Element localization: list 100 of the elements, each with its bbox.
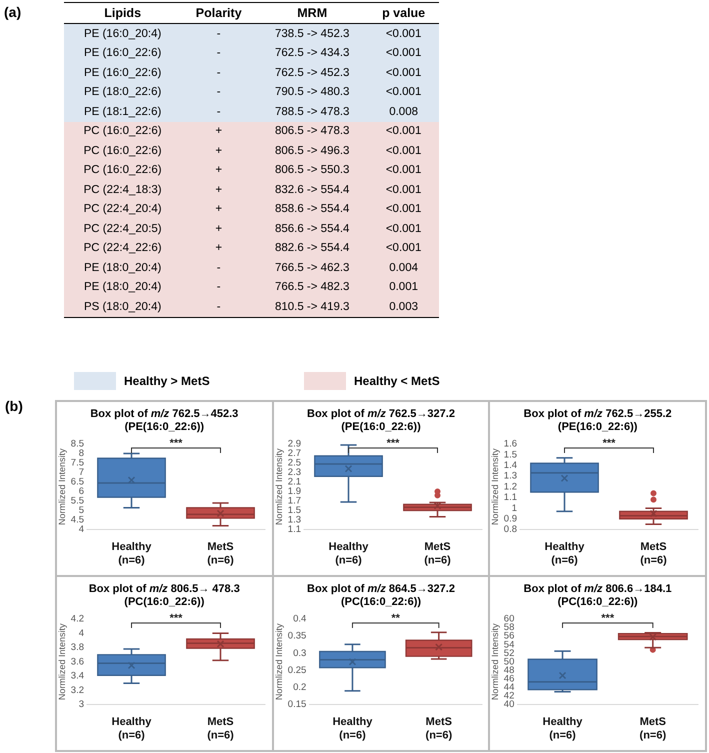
- text: PE (16:0_22:6): [82, 46, 162, 62]
- x-tick-label: MetS (n=6): [207, 541, 234, 566]
- text: PC (16:0_22:6): [82, 144, 163, 159]
- text: <0.001: [384, 124, 422, 140]
- text: -: [216, 46, 222, 62]
- text: 762.5 -> 452.3: [274, 66, 350, 81]
- annotation: ***: [602, 438, 616, 450]
- text: PE (16:0_20:4): [82, 26, 162, 42]
- category-label: Polarity: [181, 2, 256, 24]
- text: +: [214, 163, 224, 178]
- text: (a): [4, 4, 22, 20]
- y-tick-label: 2.3: [287, 467, 301, 478]
- x-tick-label: Healthy (n=6): [544, 541, 586, 566]
- y-tick-label: 5: [78, 505, 84, 516]
- y-tick-label: 3: [78, 699, 84, 710]
- y-tick-label: 8: [78, 448, 84, 460]
- text: 0.001: [388, 280, 419, 296]
- y-tick-label: 4.5: [70, 514, 84, 526]
- chart-subtitle: (PE(16:0_22:6)): [556, 421, 638, 434]
- text: PS (18:0_20:4): [64, 297, 182, 317]
- y-tick-label: 1.6: [504, 438, 518, 450]
- text: PC (16:0_22:6): [82, 124, 163, 140]
- text: 738.5 -> 452.3: [274, 26, 350, 42]
- text: +: [214, 124, 224, 140]
- y-tick-label: 1.9: [287, 486, 301, 498]
- text: <0.001: [384, 66, 422, 81]
- chart-subtitle: (PC(16:0_22:6)): [556, 596, 639, 609]
- text: -: [216, 26, 222, 42]
- text: 806.5 -> 550.3: [274, 163, 350, 178]
- text: PC (22:4_20:4): [82, 202, 163, 218]
- annotation: ***: [386, 438, 400, 450]
- text: 766.5 -> 462.3: [274, 260, 350, 276]
- x-tick-label: MetS (n=6): [640, 716, 667, 742]
- annotation: ***: [170, 612, 184, 625]
- y-tick-label: 3.2: [70, 684, 84, 696]
- text: -: [216, 66, 222, 81]
- chart-subtitle: (PC(16:0_22:6)): [123, 596, 206, 609]
- annotation: ***: [602, 612, 616, 625]
- text: +: [214, 182, 224, 198]
- text: 806.5 -> 496.3: [274, 144, 350, 159]
- y-axis-title: Normlized Intensity: [56, 623, 67, 700]
- text: PC (22:4_18:3): [82, 182, 163, 198]
- chart-title: Box plot of m/z 762.5→327.2: [306, 408, 456, 421]
- text: 806.5 -> 478.3: [274, 124, 350, 140]
- text: PE (18:0_20:4): [82, 280, 162, 296]
- y-tick-label: 1.2: [504, 481, 518, 492]
- y-tick-label: 7.5: [70, 458, 84, 469]
- text: Healthy > MetS: [124, 374, 210, 388]
- text: 832.6 -> 554.4: [274, 182, 350, 198]
- text: 858.6 -> 554.4: [274, 202, 350, 218]
- x-tick-label: MetS (n=6): [424, 541, 451, 566]
- y-axis-title: Normlized Intensity: [490, 623, 500, 700]
- y-tick-label: 54: [504, 639, 515, 650]
- text: 766.5 -> 482.3: [274, 280, 350, 296]
- y-tick-label: 1.1: [287, 524, 301, 536]
- y-tick-label: 1.3: [504, 470, 518, 482]
- chart-title: Box plot of m/z 806.5→ 478.3: [88, 583, 241, 596]
- text: +: [214, 202, 224, 218]
- y-tick-label: 42: [504, 690, 515, 702]
- chart-title: Box plot of m/z 762.5→452.3: [89, 408, 240, 421]
- text: 856.6 -> 554.4: [274, 222, 350, 237]
- y-tick-label: 0.25: [287, 664, 306, 676]
- text: <0.001: [384, 182, 422, 198]
- x-tick-label: Healthy (n=6): [332, 716, 373, 742]
- text: PC (16:0_22:6): [82, 163, 163, 178]
- text: <0.001: [384, 241, 422, 256]
- text: PC (22:4_20:5): [82, 222, 163, 237]
- text: <0.001: [384, 202, 422, 218]
- chart-subtitle: (PE(16:0_22:6)): [340, 421, 422, 434]
- x-tick-label: Healthy (n=6): [328, 541, 369, 566]
- text: <0.001: [384, 85, 422, 100]
- y-tick-label: 0.9: [504, 514, 518, 525]
- text: PE (18:0_20:4): [82, 260, 162, 276]
- category-label: MRM: [256, 2, 368, 24]
- chart-subtitle: (PC(16:0_22:6)): [340, 596, 422, 609]
- text: -: [216, 85, 222, 100]
- y-tick-label: 6.5: [70, 476, 84, 488]
- y-tick-label: 0.15: [287, 699, 306, 710]
- text: <0.001: [384, 163, 422, 178]
- text: PC (22:4_22:6): [82, 241, 163, 256]
- y-tick-label: 0.4: [292, 614, 306, 625]
- y-tick-label: 44: [504, 682, 515, 694]
- text: PE (18:1_22:6): [82, 104, 162, 120]
- x-tick-label: Healthy (n=6): [112, 541, 152, 566]
- y-tick-label: 6: [78, 486, 84, 498]
- y-tick-label: 7: [78, 467, 84, 478]
- y-tick-label: 60: [504, 614, 515, 625]
- text: 788.5 -> 478.3: [274, 104, 350, 120]
- y-axis-title: Normlized Intensity: [274, 448, 284, 526]
- chart-title: Box plot of m/z 762.5→255.2: [522, 408, 673, 421]
- y-tick-label: 1.1: [504, 492, 518, 504]
- text: PE (16:0_22:6): [82, 66, 162, 81]
- y-tick-label: 4.2: [70, 614, 84, 625]
- text: (b): [5, 398, 23, 414]
- y-tick-label: 4: [78, 524, 84, 536]
- y-tick-label: 58: [504, 622, 515, 634]
- y-tick-label: 46: [504, 674, 515, 685]
- y-tick-label: 1: [512, 502, 518, 514]
- text: +: [214, 144, 224, 159]
- annotation: **: [391, 612, 400, 625]
